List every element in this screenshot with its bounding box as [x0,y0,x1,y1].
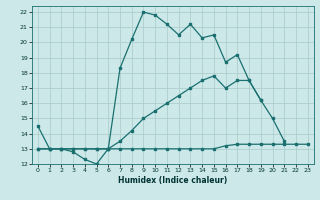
X-axis label: Humidex (Indice chaleur): Humidex (Indice chaleur) [118,176,228,185]
